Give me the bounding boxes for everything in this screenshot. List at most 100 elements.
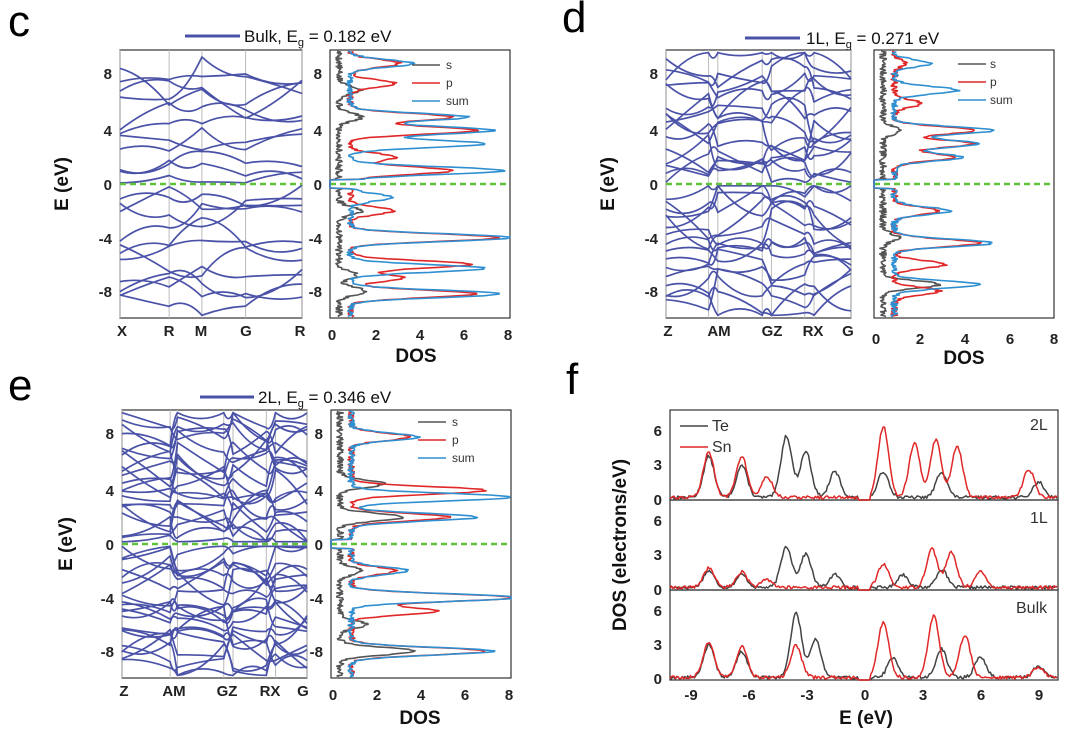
band-line: [121, 439, 308, 480]
band-line: [665, 104, 852, 144]
band-line: [665, 86, 852, 130]
dos-curve-sum: [873, 51, 995, 318]
gap-legend-label: Bulk, Eg = 0.182 eV: [244, 27, 392, 49]
pdos-curve-Te: [669, 545, 1058, 591]
band-lines-d: [665, 51, 852, 317]
xtick: 9: [1035, 687, 1043, 704]
ytick: -8: [101, 644, 114, 661]
pdos-axes-1L: [669, 499, 1059, 591]
y-axis-title-d: E (eV): [598, 157, 619, 211]
ytick: 6: [654, 423, 662, 440]
band-line: [665, 184, 852, 226]
gap-legend-e: 2L, Eg = 0.346 eV: [200, 388, 392, 410]
ytick: -8: [99, 284, 112, 301]
band-line: [119, 202, 303, 242]
dos-xtick: 8: [1050, 331, 1058, 348]
panel-e: e 2L, Eg = 0.346 eV 8 4 0 -4 -8 E (eV) Z…: [8, 361, 513, 729]
pdos-curve-Te: [669, 611, 1058, 681]
band-line: [121, 584, 308, 624]
dos-xtick: 4: [416, 327, 425, 344]
xtick: 0: [861, 687, 869, 704]
band-line: [665, 282, 852, 317]
subpanel-label-1L: 1L: [1030, 510, 1048, 527]
ytick: 4: [650, 123, 659, 140]
kpoint-label: RX: [260, 683, 281, 700]
dos-xtick: 2: [373, 687, 381, 704]
ytick: 0: [654, 671, 662, 688]
band-line: [121, 411, 308, 447]
band-line: [119, 159, 303, 180]
dos-xtick: 4: [961, 331, 970, 348]
dos-curves-e: [330, 410, 512, 678]
kpoint-label: M: [195, 323, 208, 340]
band-line: [665, 242, 852, 272]
dos-xtick: 0: [329, 687, 337, 704]
ytick: 6: [654, 603, 662, 620]
legend-sum-label: sum: [990, 93, 1013, 107]
dos-xtick: 2: [372, 327, 380, 344]
dos-ytick: 4: [315, 483, 324, 500]
kpoint-label: R: [295, 323, 306, 340]
gap-legend-d: 1L, Eg = 0.271 eV: [745, 29, 940, 51]
dos-xtick: 4: [417, 687, 426, 704]
band-line: [121, 555, 308, 589]
band-line: [121, 411, 308, 440]
ytick: 0: [650, 177, 658, 194]
band-line: [665, 214, 852, 251]
ytick: 0: [654, 492, 662, 509]
legend-s-label: s: [446, 58, 452, 72]
dos-curves-c: [329, 50, 511, 318]
y-axis-title-c: E (eV): [52, 157, 73, 211]
band-line: [665, 236, 852, 255]
subpanel-label-2L: 2L: [1030, 417, 1048, 434]
band-line: [665, 51, 852, 81]
band-line: [121, 601, 308, 630]
band-line: [119, 268, 303, 299]
band-line: [121, 653, 308, 677]
subpanel-label-bulk: Bulk: [1016, 600, 1048, 617]
dos-x-title-d: DOS: [943, 348, 984, 369]
band-line: [121, 503, 308, 543]
kpoint-label: AM: [162, 683, 185, 700]
pdos-axes-bulk: [669, 589, 1059, 681]
dos-curve-sum: [330, 410, 512, 678]
legend-p-label: p: [446, 76, 453, 90]
band-line: [121, 545, 308, 578]
band-line: [121, 450, 308, 480]
dos-legend-e: s p sum: [418, 415, 475, 465]
kpoint-label: G: [842, 323, 854, 340]
band-lines-e: [121, 411, 308, 677]
dos-ytick: 0: [315, 537, 323, 554]
dos-xtick: 6: [1006, 331, 1014, 348]
band-line: [119, 150, 303, 174]
band-line: [665, 133, 852, 171]
legend-sn-label: Sn: [712, 439, 732, 456]
band-line: [119, 101, 303, 131]
dos-x-title-e: DOS: [399, 708, 440, 729]
dos-xtick: 6: [461, 687, 469, 704]
band-line: [119, 239, 303, 261]
band-line: [665, 184, 852, 218]
dos-ytick: 0: [314, 177, 322, 194]
band-line: [121, 476, 308, 517]
dos-legend-d: s p sum: [958, 57, 1013, 107]
dos-ytick: -4: [309, 231, 323, 248]
band-line: [119, 133, 303, 151]
legend-p-label: p: [990, 75, 997, 89]
ytick: 8: [650, 66, 658, 83]
y-axis-title-e: E (eV): [56, 517, 77, 571]
band-line: [119, 283, 303, 317]
band-line: [121, 640, 308, 677]
band-line: [119, 184, 303, 207]
ytick: 8: [106, 426, 114, 443]
ytick: 3: [654, 637, 662, 654]
band-line: [119, 115, 303, 135]
xtick: 3: [919, 687, 927, 704]
xtick: -3: [800, 687, 813, 704]
xtick: -6: [742, 687, 755, 704]
ytick: 3: [654, 547, 662, 564]
ytick: 6: [654, 513, 662, 530]
dos-ytick: -8: [310, 644, 323, 661]
xtick: 6: [977, 687, 985, 704]
